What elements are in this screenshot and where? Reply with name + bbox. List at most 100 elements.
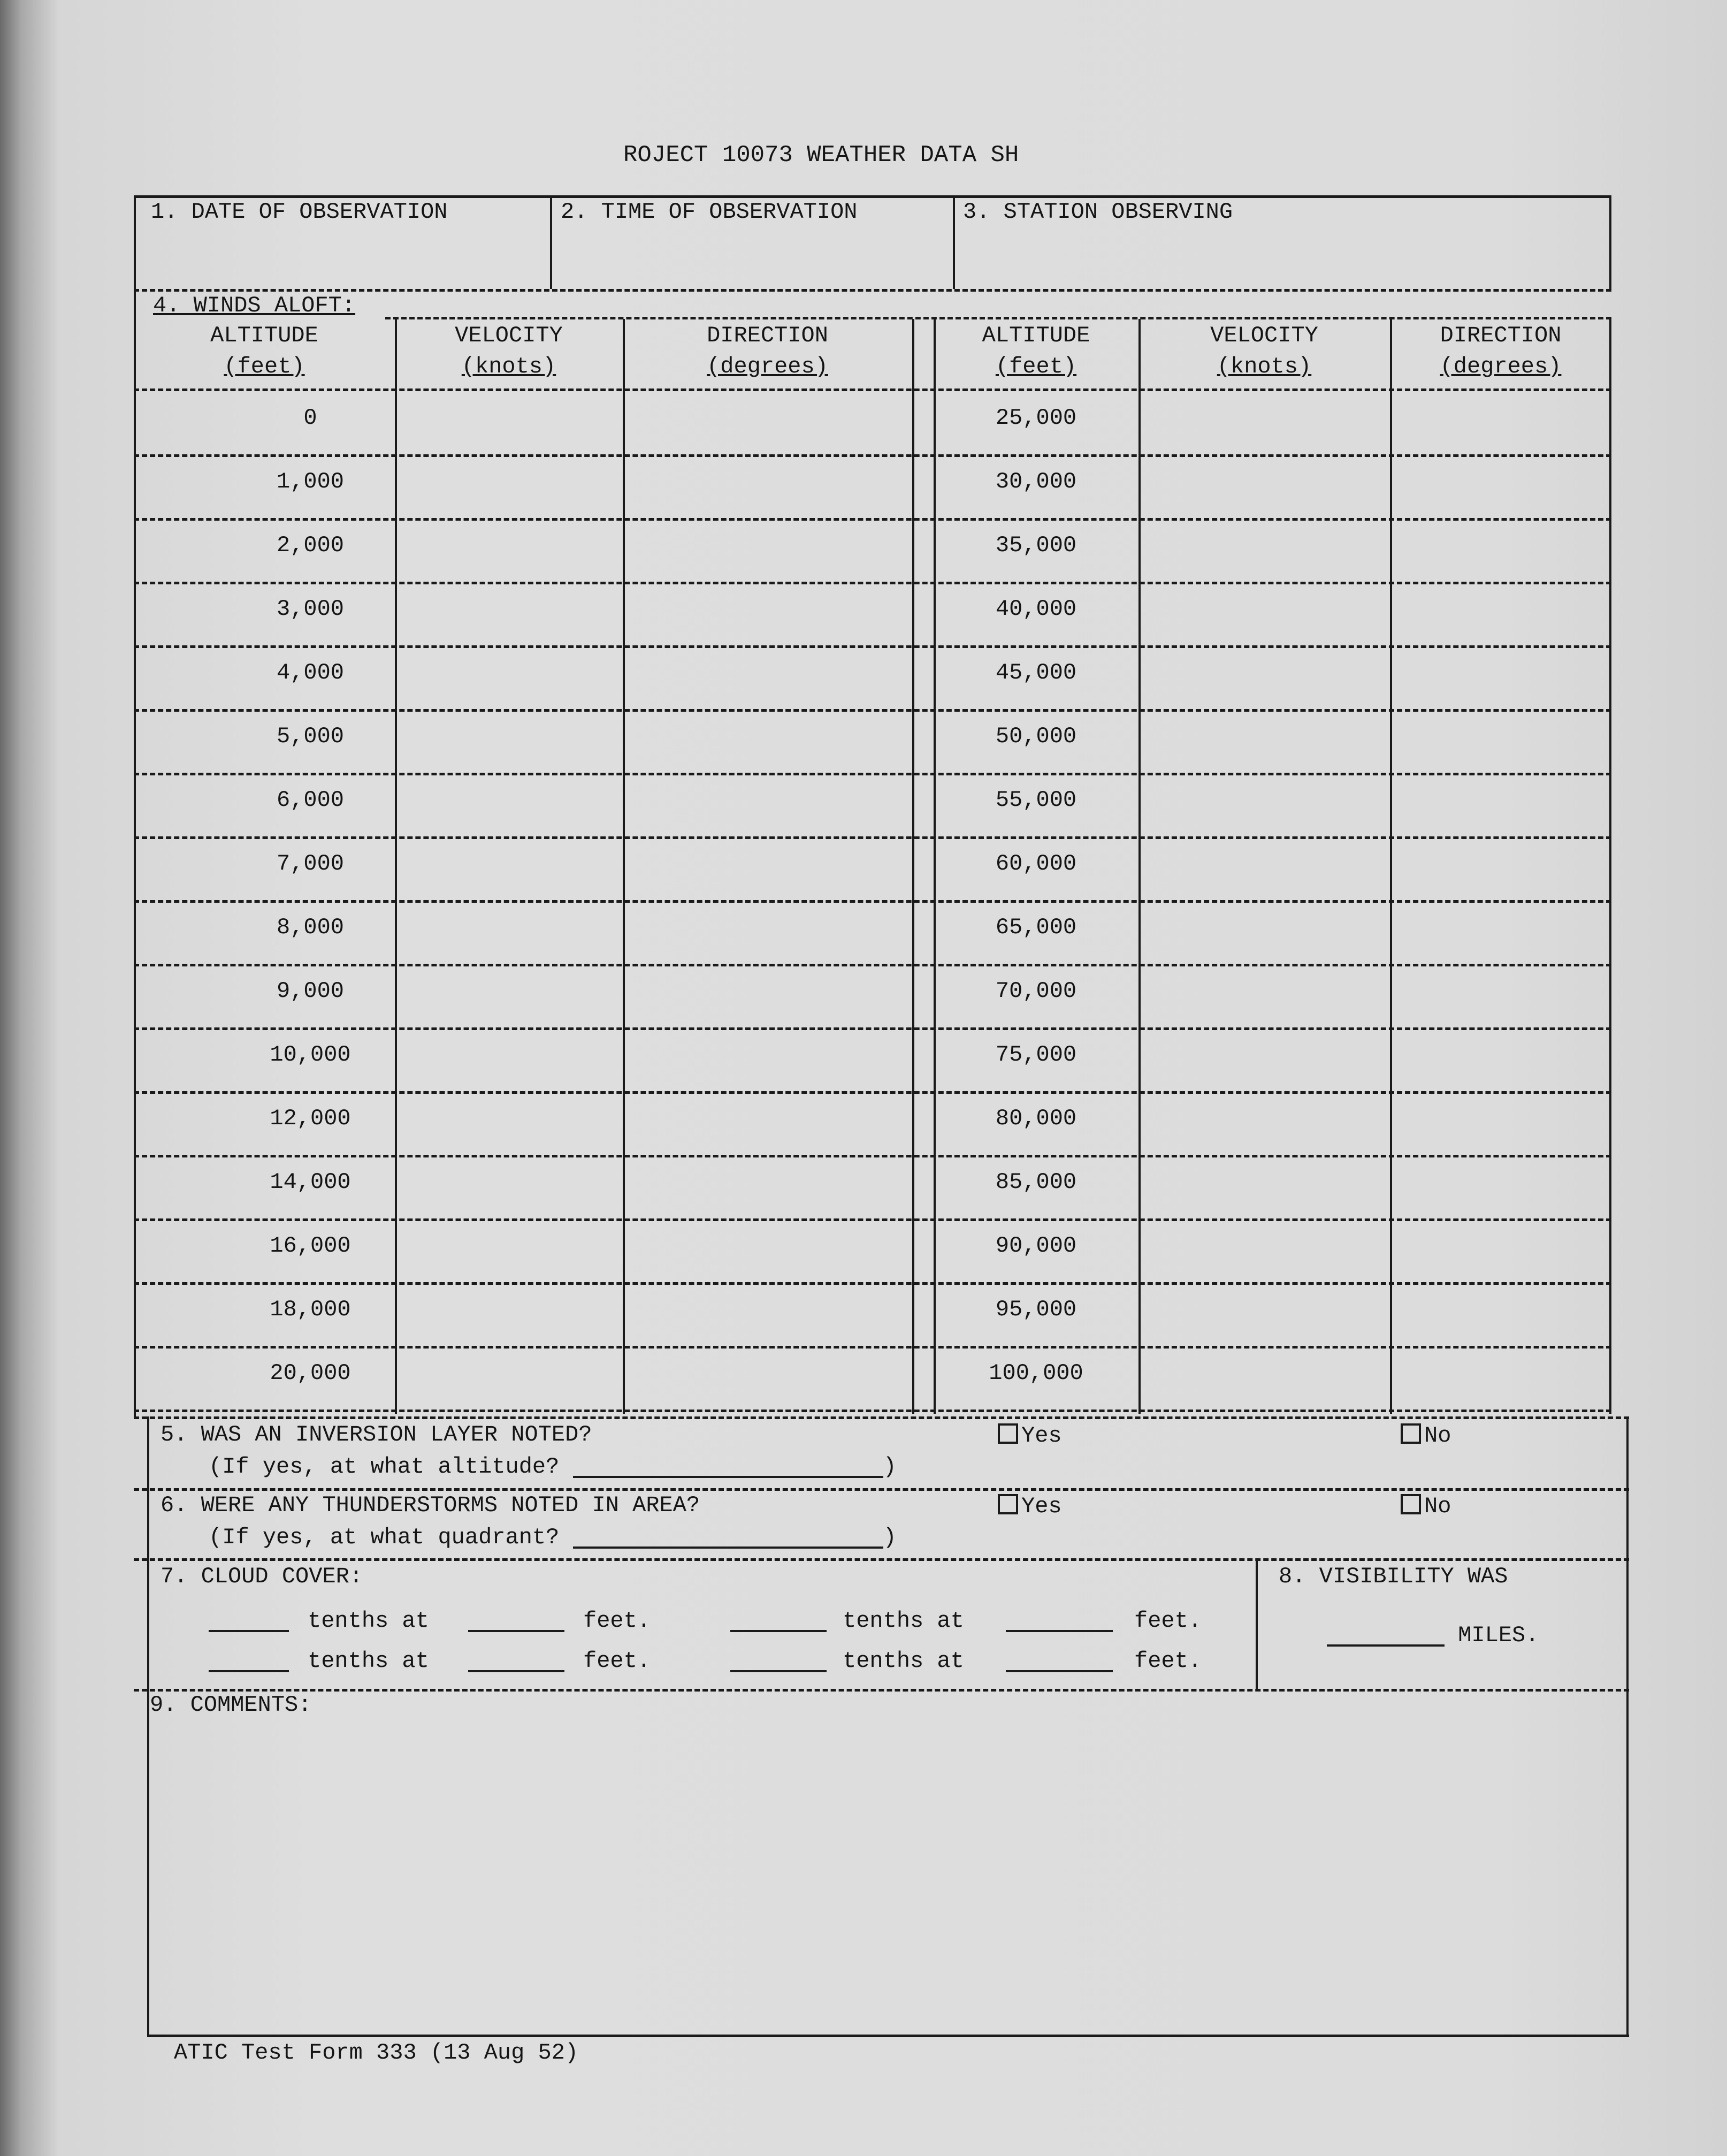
velocity-cell-input[interactable] xyxy=(397,1159,621,1216)
direction-cell-input[interactable] xyxy=(1392,904,1607,962)
cloud-cover-blank[interactable] xyxy=(1006,1650,1113,1672)
velocity-cell-input[interactable] xyxy=(397,713,621,771)
thunderstorms-no-checkbox[interactable]: No xyxy=(1401,1494,1451,1518)
date-of-observation-field[interactable] xyxy=(137,230,548,286)
direction-cell-input[interactable] xyxy=(625,650,910,707)
column-header-unit: (knots) xyxy=(1217,354,1312,379)
cloud-cover-field[interactable] xyxy=(1006,1652,1113,1672)
direction-cell-input[interactable] xyxy=(625,904,910,962)
thunderstorms-yes-checkbox[interactable]: Yes xyxy=(998,1494,1062,1518)
velocity-cell-input[interactable] xyxy=(1141,586,1388,643)
velocity-cell-input[interactable] xyxy=(1141,1095,1388,1153)
velocity-cell-input[interactable] xyxy=(1141,904,1388,962)
direction-cell-input[interactable] xyxy=(625,1095,910,1153)
altitude-cell: 30,000 xyxy=(995,469,1077,494)
velocity-cell-input[interactable] xyxy=(397,968,621,1025)
velocity-cell-input[interactable] xyxy=(1141,1032,1388,1089)
altitude-cell: 20,000 xyxy=(270,1360,351,1386)
tenths-at-label: tenths at xyxy=(843,1608,964,1634)
cloud-cover-blank[interactable] xyxy=(468,1650,564,1672)
thunderstorms-quadrant-field[interactable] xyxy=(572,1528,883,1549)
comments-field[interactable] xyxy=(151,1723,1623,2033)
direction-cell-input[interactable] xyxy=(1392,459,1607,516)
direction-cell-input[interactable] xyxy=(1392,1286,1607,1344)
direction-cell-input[interactable] xyxy=(625,1350,910,1407)
cloud-cover-field[interactable] xyxy=(209,1652,289,1672)
direction-cell-input[interactable] xyxy=(625,586,910,643)
velocity-cell-input[interactable] xyxy=(397,650,621,707)
velocity-cell-input[interactable] xyxy=(397,841,621,898)
direction-cell-input[interactable] xyxy=(625,713,910,771)
cloud-cover-blank[interactable] xyxy=(209,1610,289,1632)
cloud-cover-blank[interactable] xyxy=(1006,1610,1113,1632)
velocity-cell-input[interactable] xyxy=(397,1350,621,1407)
direction-cell-input[interactable] xyxy=(625,1286,910,1344)
direction-cell-input[interactable] xyxy=(625,968,910,1025)
velocity-cell-input[interactable] xyxy=(1141,522,1388,580)
velocity-cell-input[interactable] xyxy=(1141,650,1388,707)
velocity-cell-input[interactable] xyxy=(1141,459,1388,516)
direction-cell-input[interactable] xyxy=(1392,522,1607,580)
velocity-cell-input[interactable] xyxy=(1141,841,1388,898)
velocity-cell-input[interactable] xyxy=(1141,1350,1388,1407)
velocity-cell-input[interactable] xyxy=(1141,713,1388,771)
velocity-cell-input[interactable] xyxy=(397,1032,621,1089)
velocity-cell-input[interactable] xyxy=(397,459,621,516)
direction-cell-input[interactable] xyxy=(1392,1032,1607,1089)
cloud-cover-field[interactable] xyxy=(1006,1612,1113,1632)
direction-cell-input[interactable] xyxy=(1392,1159,1607,1216)
direction-cell-input[interactable] xyxy=(625,522,910,580)
direction-cell-input[interactable] xyxy=(625,777,910,834)
altitude-cell: 45,000 xyxy=(995,660,1077,685)
inversion-altitude-field[interactable] xyxy=(572,1458,883,1478)
cloud-cover-blank[interactable] xyxy=(209,1650,289,1672)
velocity-cell-input[interactable] xyxy=(1141,1223,1388,1280)
direction-cell-input[interactable] xyxy=(625,1159,910,1216)
altitude-cell: 6,000 xyxy=(276,787,345,813)
inversion-yes-checkbox[interactable]: Yes xyxy=(998,1423,1062,1447)
velocity-cell-input[interactable] xyxy=(397,1286,621,1344)
direction-cell-input[interactable] xyxy=(1392,777,1607,834)
cloud-cover-field[interactable] xyxy=(730,1612,827,1632)
column-header: DIRECTION xyxy=(707,323,828,348)
velocity-cell-input[interactable] xyxy=(1141,1159,1388,1216)
direction-cell-input[interactable] xyxy=(1392,1095,1607,1153)
cloud-cover-field[interactable] xyxy=(468,1652,564,1672)
direction-cell-input[interactable] xyxy=(625,841,910,898)
velocity-cell-input[interactable] xyxy=(397,1223,621,1280)
velocity-cell-input[interactable] xyxy=(1141,777,1388,834)
direction-cell-input[interactable] xyxy=(1392,713,1607,771)
cloud-cover-blank[interactable] xyxy=(730,1650,827,1672)
velocity-cell-input[interactable] xyxy=(397,1095,621,1153)
station-observing-field[interactable] xyxy=(956,230,1608,286)
cloud-cover-field[interactable] xyxy=(730,1652,827,1672)
direction-cell-input[interactable] xyxy=(625,395,910,452)
direction-cell-input[interactable] xyxy=(1392,586,1607,643)
velocity-cell-input[interactable] xyxy=(1141,395,1388,452)
direction-cell-input[interactable] xyxy=(625,1223,910,1280)
velocity-cell-input[interactable] xyxy=(397,522,621,580)
velocity-cell-input[interactable] xyxy=(1141,968,1388,1025)
direction-cell-input[interactable] xyxy=(1392,841,1607,898)
direction-cell-input[interactable] xyxy=(1392,650,1607,707)
cloud-cover-field[interactable] xyxy=(209,1612,289,1632)
visibility-miles-field[interactable] xyxy=(1327,1626,1445,1647)
direction-cell-input[interactable] xyxy=(1392,1350,1607,1407)
velocity-cell-input[interactable] xyxy=(1141,1286,1388,1344)
direction-cell-input[interactable] xyxy=(1392,395,1607,452)
velocity-cell-input[interactable] xyxy=(397,904,621,962)
cloud-cover-blank[interactable] xyxy=(468,1610,564,1632)
time-of-observation-field[interactable] xyxy=(553,230,950,286)
inversion-no-checkbox[interactable]: No xyxy=(1401,1423,1451,1447)
direction-cell-input[interactable] xyxy=(625,459,910,516)
cloud-cover-field[interactable] xyxy=(468,1612,564,1632)
inversion-close-paren: ) xyxy=(883,1454,897,1480)
cloud-cover-blank[interactable] xyxy=(730,1610,827,1632)
velocity-cell-input[interactable] xyxy=(397,395,621,452)
direction-cell-input[interactable] xyxy=(625,1032,910,1089)
direction-cell-input[interactable] xyxy=(1392,968,1607,1025)
velocity-cell-input[interactable] xyxy=(397,586,621,643)
velocity-cell-input[interactable] xyxy=(397,777,621,834)
feet-label: feet. xyxy=(1134,1648,1202,1674)
direction-cell-input[interactable] xyxy=(1392,1223,1607,1280)
